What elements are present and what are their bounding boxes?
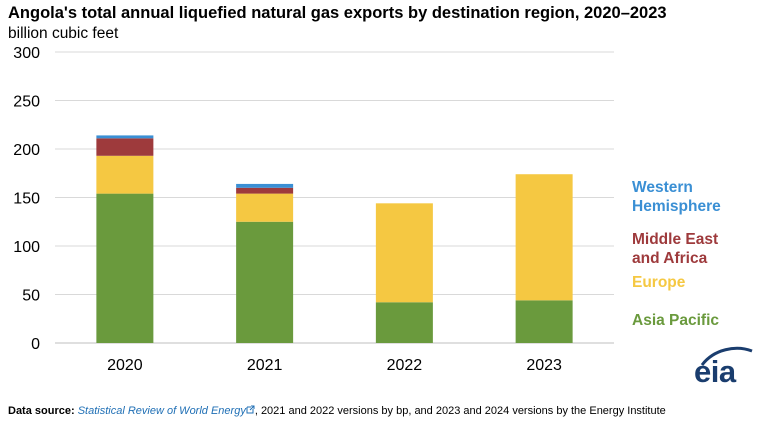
footer-text: , 2021 and 2022 versions by bp, and 2023… xyxy=(254,405,666,417)
legend-label: Middle East xyxy=(632,231,719,248)
stacked-bar-chart: 0 50 100 150 200 250 300 2020 2021 2022 2023 xyxy=(13,45,614,374)
legend-western-hemisphere: Western Hemisphere xyxy=(632,178,721,216)
legend-middle-east-africa: Middle East and Africa xyxy=(632,230,718,268)
bar-segment xyxy=(236,187,294,194)
y-axis-ticks: 0 50 100 150 200 250 300 xyxy=(13,45,40,353)
y-tick-label: 0 xyxy=(31,336,40,353)
y-tick-label: 50 xyxy=(22,288,40,305)
eia-logo: eia xyxy=(694,343,756,387)
chart-subtitle: billion cubic feet xyxy=(8,25,119,42)
legend-europe: Europe xyxy=(632,273,685,292)
bar-segment xyxy=(96,135,154,139)
bar-segment xyxy=(96,193,154,343)
y-tick-label: 150 xyxy=(13,191,40,208)
bar-segment xyxy=(96,138,154,156)
legend-label: Europe xyxy=(632,274,686,291)
chart-title: Angola's total annual liquefied natural … xyxy=(8,4,667,22)
y-tick-label: 250 xyxy=(13,94,40,111)
x-axis-ticks: 2020 2021 2022 2023 xyxy=(107,357,562,374)
x-tick-label: 2022 xyxy=(387,357,423,374)
footer: Data source: Statistical Review of World… xyxy=(8,405,666,417)
bar-segment xyxy=(375,203,433,303)
legend-label: and Africa xyxy=(632,250,708,267)
y-tick-label: 300 xyxy=(13,45,40,62)
y-tick-label: 200 xyxy=(13,142,40,159)
eia-swoosh-icon xyxy=(700,346,753,366)
bar-segment xyxy=(236,183,294,188)
source-link[interactable]: Statistical Review of World Energy xyxy=(77,405,246,417)
legend-label: Asia Pacific xyxy=(632,312,720,329)
bars xyxy=(96,135,573,343)
bar-segment xyxy=(375,302,433,343)
bar-segment xyxy=(96,155,154,194)
legend-label: Western xyxy=(632,179,693,196)
external-link-icon[interactable] xyxy=(246,405,255,414)
x-tick-label: 2021 xyxy=(247,357,283,374)
legend-asia-pacific: Asia Pacific xyxy=(632,311,719,330)
y-tick-label: 100 xyxy=(13,239,40,256)
x-tick-label: 2020 xyxy=(107,357,143,374)
bar-segment xyxy=(236,221,294,343)
footer-label: Data source: xyxy=(8,405,75,417)
x-tick-label: 2023 xyxy=(526,357,562,374)
bar-segment xyxy=(236,193,294,222)
bar-segment xyxy=(515,300,573,343)
eia-logo-text: eia xyxy=(694,354,736,389)
legend-label: Hemisphere xyxy=(632,198,721,215)
bar-segment xyxy=(515,174,573,301)
